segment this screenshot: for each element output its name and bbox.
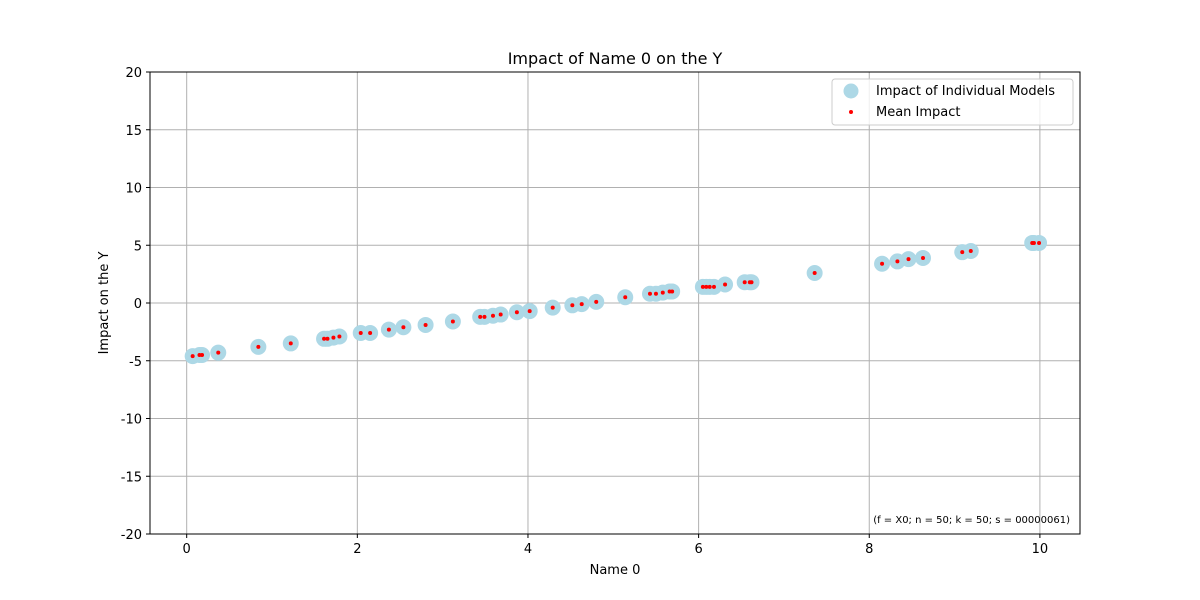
y-tick-label: 5 — [134, 239, 142, 254]
mean-impact-point — [723, 282, 728, 287]
mean-impact-point — [490, 313, 495, 318]
x-tick-label: 8 — [865, 542, 873, 557]
y-axis-ticks: -20 -15 -10 -5 0 5 10 15 20 — [121, 66, 150, 543]
legend-marker-mean — [849, 110, 853, 114]
mean-impact-point — [514, 310, 519, 315]
mean-impact-point — [921, 255, 926, 260]
y-tick-label: -5 — [129, 355, 142, 370]
x-tick-label: 4 — [524, 542, 532, 557]
y-tick-label: -20 — [121, 528, 142, 543]
mean-impact-point — [594, 299, 599, 304]
mean-impact-point — [498, 312, 503, 317]
mean-impact-point — [1037, 240, 1042, 245]
legend-marker-individual — [843, 83, 859, 99]
mean-impact-point — [653, 291, 658, 296]
y-tick-label: 15 — [125, 124, 142, 139]
y-tick-label: 20 — [125, 66, 142, 81]
y-tick-label: -15 — [121, 470, 142, 485]
mean-impact-point — [960, 250, 965, 255]
mean-impact-point — [968, 249, 973, 254]
mean-impact-point — [200, 352, 205, 357]
mean-impact-point — [190, 354, 195, 359]
mean-impact-point — [256, 344, 261, 349]
x-tick-label: 2 — [353, 542, 361, 557]
mean-impact-point — [368, 331, 373, 336]
mean-impact-point — [670, 289, 675, 294]
mean-impact-point — [1031, 240, 1036, 245]
mean-impact-point — [895, 259, 900, 264]
mean-impact-point — [337, 334, 342, 339]
mean-impact-point — [288, 341, 293, 346]
mean-impact-point — [623, 295, 628, 300]
mean-impact-point — [704, 284, 709, 289]
mean-impact-point — [570, 303, 575, 308]
mean-points-layer — [190, 240, 1042, 359]
mean-impact-point — [216, 350, 221, 355]
mean-impact-point — [906, 257, 911, 262]
mean-impact-point — [386, 327, 391, 332]
mean-impact-point — [660, 290, 665, 295]
mean-impact-point — [423, 322, 428, 327]
legend-label-individual: Impact of Individual Models — [876, 84, 1055, 99]
x-axis-ticks: 0 2 4 6 8 10 — [183, 534, 1049, 557]
mean-impact-point — [550, 305, 555, 310]
mean-impact-point — [880, 261, 885, 266]
mean-impact-point — [647, 291, 652, 296]
mean-impact-point — [331, 335, 336, 340]
parameter-annotation: (f = X0; n = 50; k = 50; s = 00000061) — [873, 515, 1070, 526]
y-tick-label: -10 — [121, 413, 142, 428]
mean-impact-point — [325, 336, 330, 341]
mean-impact-point — [742, 280, 747, 285]
legend-box — [831, 78, 1074, 126]
x-tick-label: 6 — [694, 542, 702, 557]
mean-impact-point — [700, 284, 705, 289]
legend: Impact of Individual Models Mean Impact — [831, 78, 1074, 126]
y-axis-label: Impact on the Y — [97, 252, 112, 355]
mean-impact-point — [401, 325, 406, 330]
chart-title: Impact of Name 0 on the Y — [508, 49, 723, 68]
x-tick-label: 0 — [183, 542, 191, 557]
mean-impact-point — [450, 319, 455, 324]
x-axis-label: Name 0 — [590, 563, 641, 578]
mean-impact-point — [482, 314, 487, 319]
mean-impact-point — [478, 314, 483, 319]
mean-impact-point — [711, 284, 716, 289]
mean-impact-point — [358, 331, 363, 336]
y-tick-label: 0 — [134, 297, 142, 312]
y-tick-label: 10 — [125, 182, 142, 197]
x-tick-label: 10 — [1032, 542, 1049, 557]
mean-impact-point — [322, 336, 327, 341]
mean-impact-point — [707, 284, 712, 289]
mean-impact-point — [527, 309, 532, 314]
mean-impact-point — [812, 270, 817, 275]
legend-label-mean: Mean Impact — [876, 105, 961, 120]
mean-impact-point — [749, 280, 754, 285]
mean-impact-point — [579, 302, 584, 307]
